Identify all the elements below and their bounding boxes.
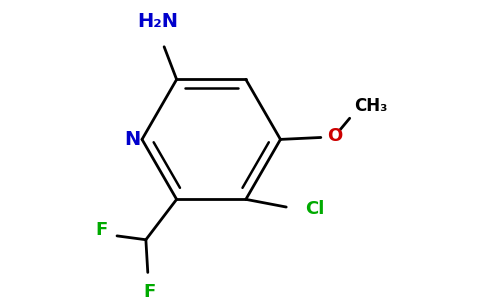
Text: N: N [124,130,140,149]
Text: F: F [144,283,156,300]
Text: Cl: Cl [305,200,325,218]
Text: O: O [327,127,342,145]
Text: CH₃: CH₃ [354,97,388,115]
Text: F: F [95,221,108,239]
Text: H₂N: H₂N [137,12,178,31]
